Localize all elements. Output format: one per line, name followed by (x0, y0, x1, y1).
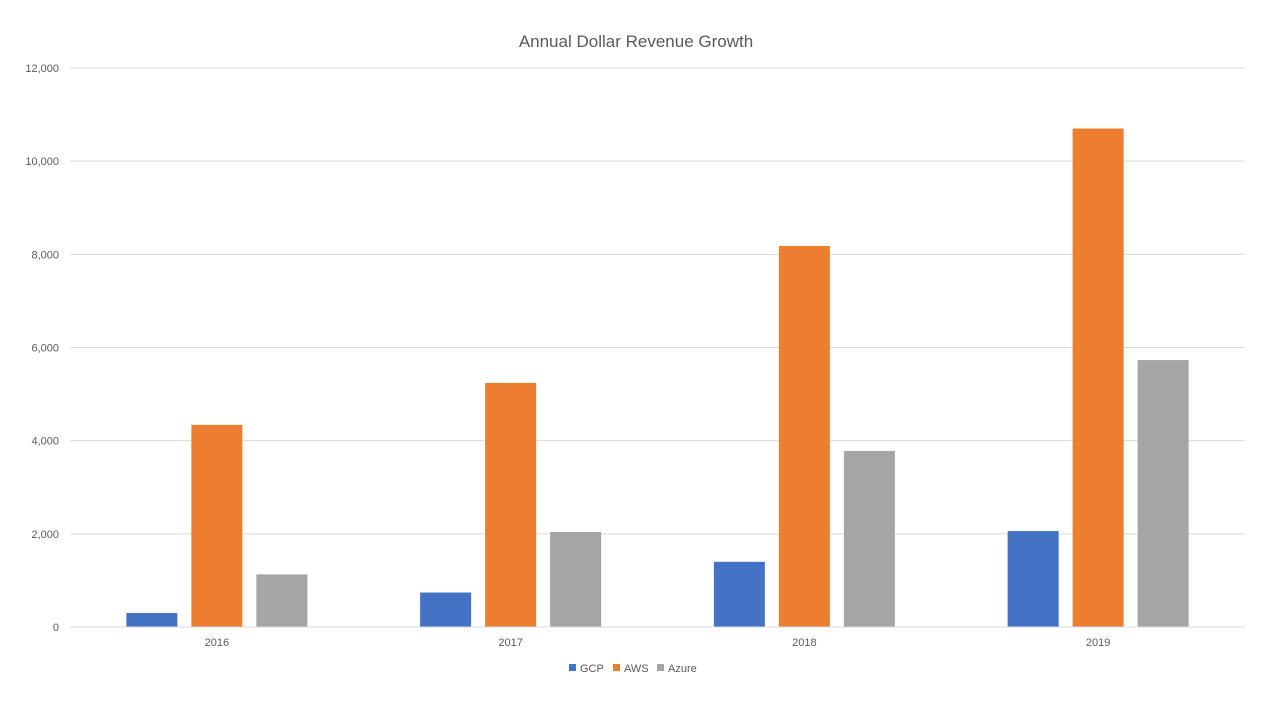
legend-label-gcp: GCP (580, 663, 604, 675)
y-tick-label: 6,000 (31, 343, 59, 355)
y-tick-label: 4,000 (31, 436, 59, 448)
chart-title: Annual Dollar Revenue Growth (519, 32, 753, 51)
x-tick-label: 2018 (792, 637, 816, 649)
x-tick-label: 2016 (205, 637, 229, 649)
x-axis: 2016 2017 2018 2019 (70, 626, 1245, 649)
x-tick-label: 2017 (498, 637, 522, 649)
legend-swatch-azure (657, 664, 664, 671)
x-tick-label: 2019 (1086, 637, 1110, 649)
y-tick-label: 0 (53, 622, 59, 634)
bar-aws-2016 (191, 424, 243, 627)
legend-swatch-gcp (569, 664, 576, 671)
gridlines (70, 67, 1245, 628)
y-tick-label: 2,000 (31, 529, 59, 541)
bar-gcp-2017 (420, 592, 472, 627)
y-tick-label: 12,000 (25, 63, 59, 75)
bar-gcp-2016 (126, 613, 178, 627)
bar-azure-2016 (256, 574, 308, 627)
bar-azure-2017 (550, 531, 602, 627)
bar-azure-2019 (1137, 360, 1189, 627)
legend-label-aws: AWS (624, 663, 649, 675)
bar-azure-2018 (843, 450, 895, 627)
y-tick-label: 10,000 (25, 156, 59, 168)
y-tick-label: 8,000 (31, 249, 59, 261)
bar-aws-2019 (1072, 128, 1124, 627)
bar-gcp-2018 (713, 561, 765, 627)
bar-aws-2017 (485, 382, 537, 627)
legend: GCP AWS Azure (569, 663, 697, 675)
y-axis: 0 2,000 4,000 6,000 8,000 10,000 12,000 (25, 63, 59, 634)
bar-gcp-2019 (1007, 531, 1059, 627)
legend-label-azure: Azure (668, 663, 697, 675)
bar-aws-2018 (778, 245, 830, 627)
bars (126, 128, 1189, 627)
legend-swatch-aws (613, 664, 620, 671)
